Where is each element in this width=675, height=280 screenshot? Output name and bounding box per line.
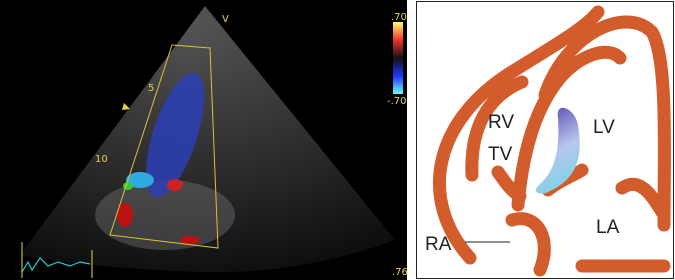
doppler-green — [123, 182, 133, 190]
corner-value: .76 — [392, 267, 408, 278]
label-rv: RV — [488, 112, 514, 133]
depth-mark: 5 — [148, 83, 154, 94]
sector-marker: V — [222, 14, 229, 25]
scale-bottom: -.70 — [387, 96, 407, 107]
label-tv: TV — [488, 144, 513, 165]
doppler-red — [167, 179, 183, 191]
figure: V .70 -.70 5 10 .76 RV LV TV LA RA — [0, 0, 675, 280]
echo-panel: V .70 -.70 5 10 .76 — [0, 0, 408, 280]
label-la: LA — [596, 217, 620, 238]
diagram-panel: RV LV TV LA RA — [417, 2, 674, 279]
color-scale — [393, 22, 403, 94]
scale-top: .70 — [391, 12, 407, 23]
depth-mark: 10 — [95, 154, 108, 165]
label-lv: LV — [593, 117, 615, 138]
doppler-red — [180, 236, 200, 244]
label-ra: RA — [425, 234, 452, 255]
